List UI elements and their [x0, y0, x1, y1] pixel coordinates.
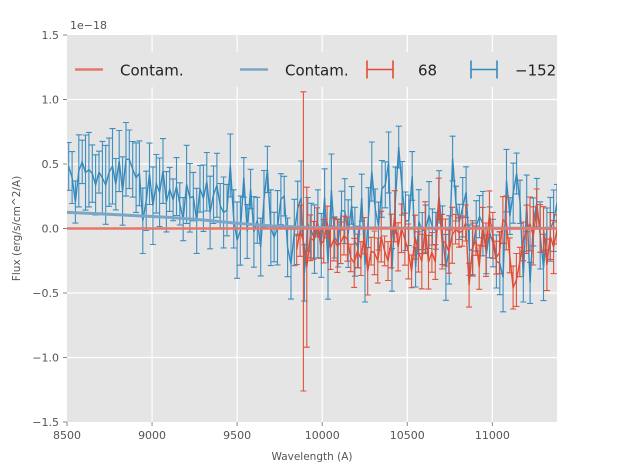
ytick-label: −1.0 [32, 352, 59, 365]
xtick-label: 9500 [223, 429, 251, 442]
xtick-label: 10000 [305, 429, 340, 442]
legend-background [76, 52, 543, 87]
xtick-label: 9000 [138, 429, 166, 442]
legend-item-Contam[interactable]: Contam. [240, 62, 349, 80]
ytick-label: 1.5 [42, 29, 60, 42]
xtick-label: 8500 [53, 429, 81, 442]
ytick-label: 1.0 [42, 94, 60, 107]
legend: Contam. Contam. 68 −152 [75, 52, 556, 87]
legend-label: Contam. [120, 62, 184, 80]
y-axis-label: Flux (erg/s/cm^2/A) [11, 176, 23, 281]
spectrum-line [296, 199, 557, 291]
ytick-label: −1.5 [32, 416, 59, 429]
xtick-label: 10500 [390, 429, 425, 442]
xtick-label: 11000 [475, 429, 510, 442]
legend-label: −152 [515, 62, 556, 80]
ytick-label: 0.0 [42, 223, 60, 236]
data-area [67, 91, 557, 392]
series-68-errorbars [293, 91, 557, 392]
legend-label: Contam. [285, 62, 349, 80]
legend-item-68[interactable]: 68 [366, 60, 437, 80]
legend-item-Contam[interactable]: Contam. [75, 62, 184, 80]
legend-label: 68 [418, 62, 437, 80]
ytick-label: −0.5 [32, 287, 59, 300]
axis-ticks: 8500 9000 9500 10000 10500 11000 −1.5 −1.0 −0.5 0… [32, 29, 510, 442]
x-axis-label: Wavelength (A) [271, 451, 352, 463]
ytick-label: 0.5 [42, 158, 60, 171]
legend-item--152[interactable]: −152 [470, 60, 556, 80]
y-axis-offset-label: 1e−18 [70, 19, 107, 32]
